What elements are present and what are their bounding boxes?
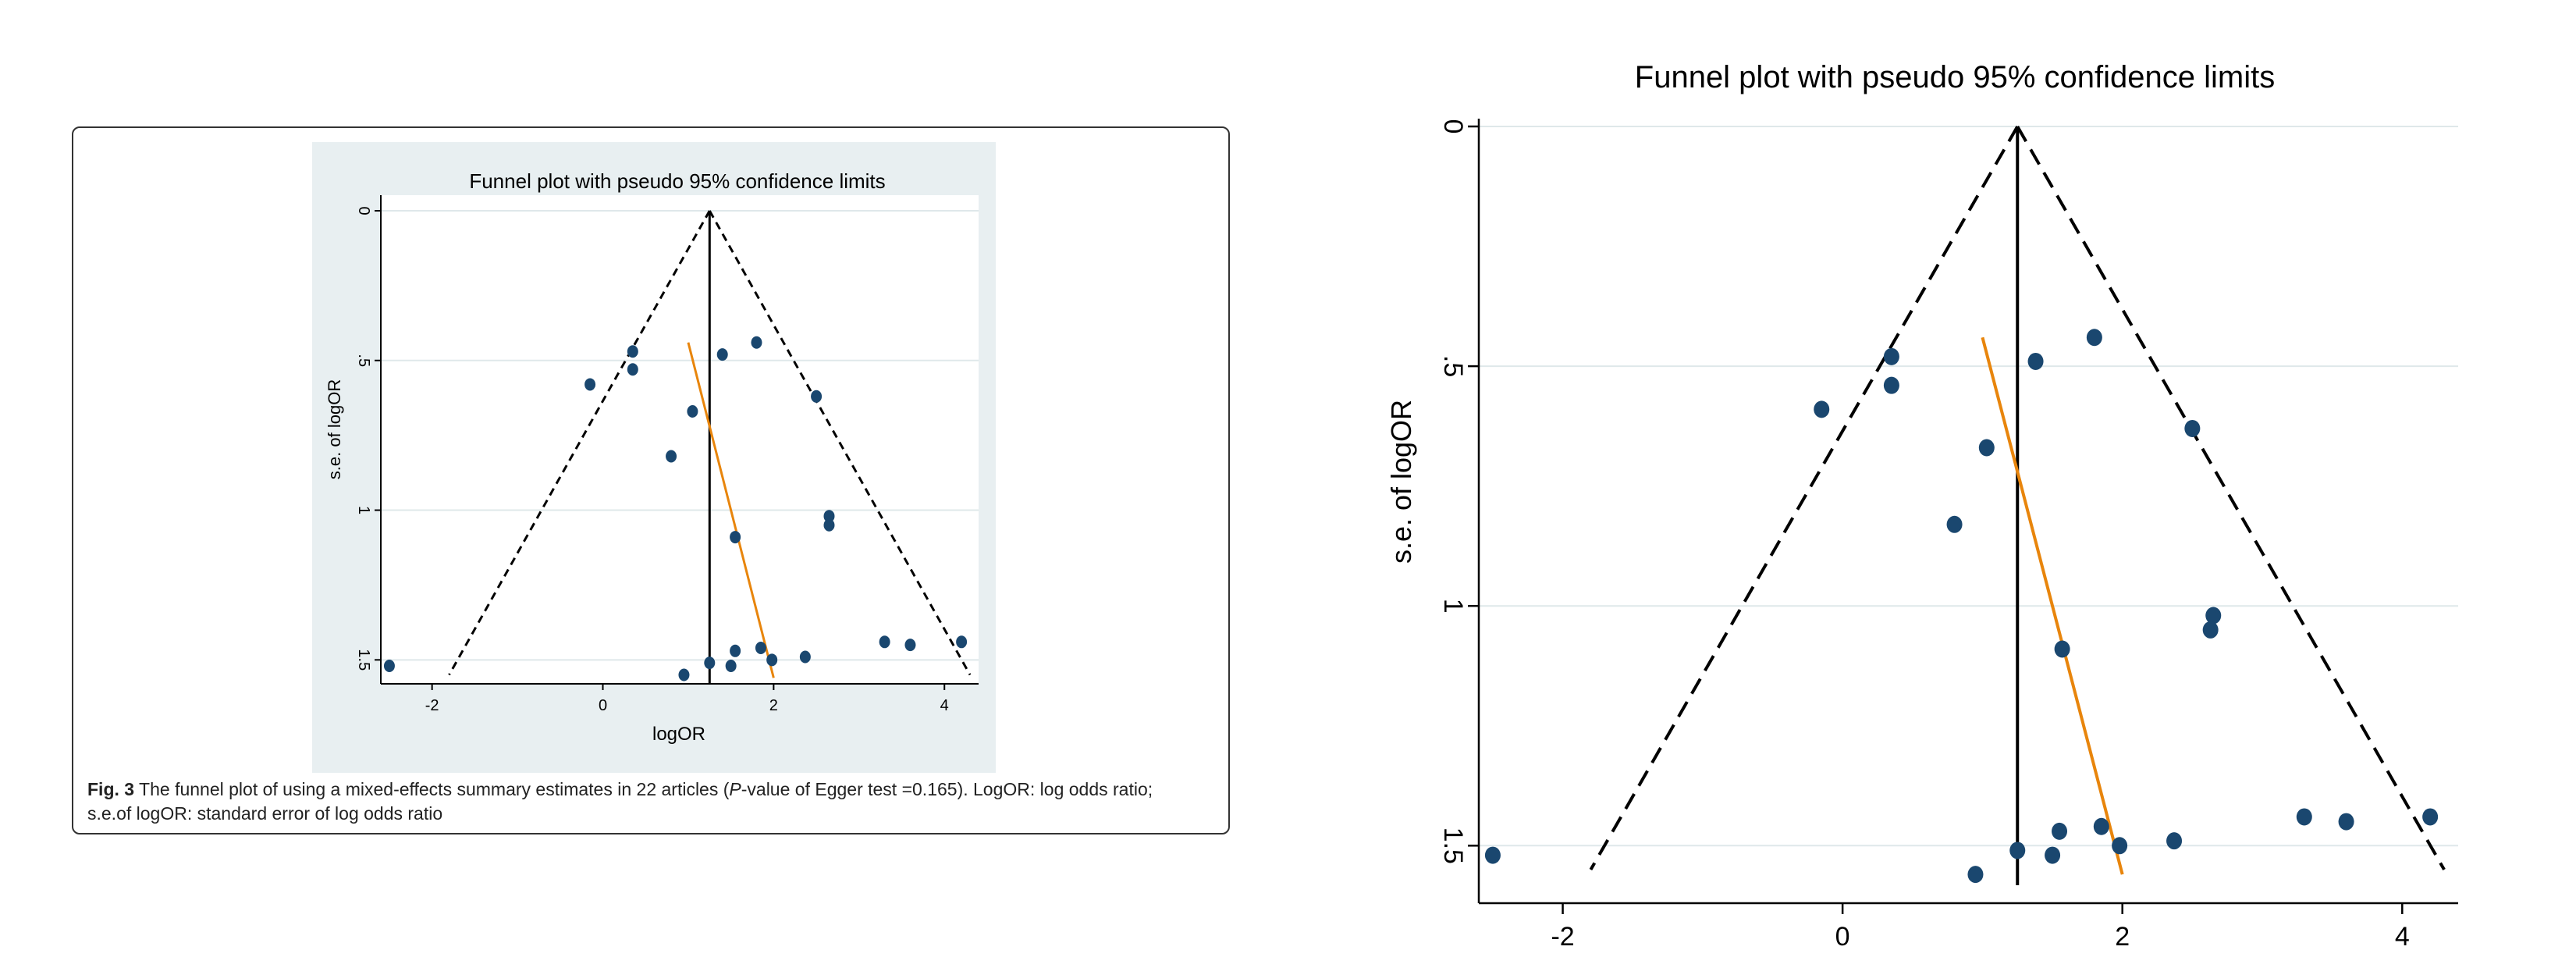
y-tick-label: 0 [355, 206, 372, 215]
x-tick-label: 0 [599, 697, 607, 714]
pseudo-ci-line-lower [448, 210, 711, 676]
figure-caption: Fig. 3 The funnel plot of using a mixed-… [87, 778, 1196, 826]
study-point [678, 668, 690, 681]
chart-title: Funnel plot with pseudo 95% confidence l… [1635, 60, 2275, 94]
study-point [766, 653, 778, 667]
x-tick-label: 0 [1835, 922, 1850, 952]
study-point [823, 518, 835, 532]
study-point [2093, 817, 2109, 835]
plot-area [381, 195, 979, 684]
study-point [811, 390, 823, 403]
study-point [1978, 439, 1995, 457]
chart-title: Funnel plot with pseudo 95% confidence l… [469, 169, 885, 193]
study-point [627, 345, 638, 358]
study-point [2184, 419, 2201, 437]
y-axis-label: s.e. of logOR [1385, 400, 1417, 564]
study-point [2052, 822, 2068, 840]
y-tick-label: 1.5 [1438, 827, 1468, 864]
study-point [755, 641, 766, 654]
caption-text: The funnel plot of using a mixed-effects… [139, 779, 730, 799]
egger-regression-line [1981, 336, 2124, 875]
caption-p-symbol: P [729, 779, 741, 799]
x-tick-label: 4 [2395, 922, 2410, 952]
study-point [725, 659, 737, 672]
study-point [687, 404, 698, 418]
study-point [956, 635, 968, 649]
study-point [2112, 837, 2128, 855]
study-point [1883, 347, 1899, 365]
study-point [2054, 640, 2070, 658]
pseudo-ci-line-lower [1589, 126, 2019, 871]
y-tick-label: .5 [1438, 355, 1468, 377]
y-tick-label: 0 [1438, 119, 1468, 134]
study-point [2166, 832, 2183, 850]
study-point [1814, 400, 1830, 418]
y-tick-label: .5 [355, 354, 372, 367]
study-point [879, 635, 890, 649]
study-point [584, 378, 596, 391]
study-point [704, 657, 716, 670]
study-point [1883, 376, 1899, 394]
x-tick-label: -2 [425, 697, 439, 714]
study-point [2296, 808, 2312, 826]
study-point [1484, 846, 1501, 864]
study-point [627, 363, 638, 376]
study-point [1967, 866, 1984, 884]
y-tick-label: 1 [1438, 599, 1468, 614]
study-point [799, 650, 811, 664]
caption-label: Fig. 3 [87, 779, 135, 799]
caption-text-cont: -value of Egger test =0.165). LogOR: log… [87, 779, 1153, 824]
pseudo-ci-line-upper [708, 210, 972, 676]
study-point [2205, 607, 2222, 624]
x-tick-label: 2 [2115, 922, 2130, 952]
study-point [823, 510, 835, 523]
study-point [1946, 515, 1963, 533]
x-tick-label: -2 [1551, 922, 1574, 952]
study-point [2422, 808, 2439, 826]
study-point [2027, 352, 2044, 370]
study-point [730, 531, 741, 544]
study-point [716, 348, 728, 361]
study-point [2045, 846, 2061, 864]
pseudo-ci-line-upper [2016, 126, 2446, 871]
x-axis-label: logOR [652, 724, 705, 745]
x-tick-label: 4 [940, 697, 949, 714]
study-point [730, 644, 741, 657]
y-axis-label: s.e. of logOR [325, 379, 344, 479]
y-tick-label: 1 [355, 506, 372, 514]
study-point [904, 639, 916, 652]
egger-regression-line [687, 342, 775, 678]
study-point [2338, 813, 2354, 831]
study-point [2202, 621, 2219, 639]
study-point [383, 659, 395, 672]
study-point [2086, 329, 2102, 347]
x-tick-label: 2 [769, 697, 778, 714]
study-point [2009, 842, 2026, 859]
study-point [751, 336, 762, 349]
y-tick-label: 1.5 [355, 649, 372, 671]
study-point [666, 450, 677, 463]
